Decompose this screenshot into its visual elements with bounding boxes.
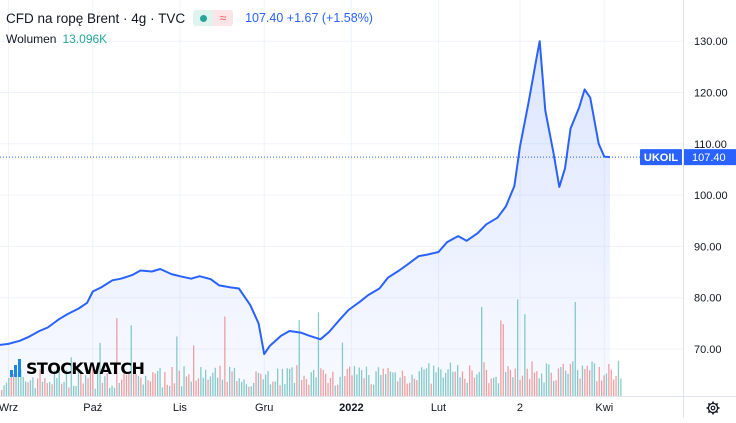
symbol-title[interactable]: CFD na ropę Brent · 4g · TVC: [6, 11, 185, 26]
x-tick-label: Paź: [83, 402, 102, 414]
logo-bars-icon: [10, 359, 24, 377]
wave-icon: ≈: [213, 10, 233, 26]
logo-text: STOCKWATCH: [26, 359, 144, 378]
last-price: 107.40: [245, 11, 283, 25]
chart-header: CFD na ropę Brent · 4g · TVC ≈ 107.40 +1…: [6, 6, 373, 30]
gear-icon[interactable]: [706, 401, 720, 415]
market-status-badge[interactable]: ≈: [193, 10, 233, 26]
last-price-label: 107.40: [692, 152, 726, 164]
volume-bar: [618, 361, 619, 396]
market-open-dot-icon: [193, 10, 213, 26]
price-change: +1.67 (+1.58%): [287, 11, 373, 25]
x-tick-label: 2022: [339, 402, 363, 414]
volume-bar: [613, 380, 614, 396]
x-tick-label: Gru: [255, 402, 273, 414]
x-tick-label: Lis: [173, 402, 188, 414]
volume-bar: [620, 379, 621, 396]
y-tick-label: 130.00: [694, 36, 728, 48]
stockwatch-logo: STOCKWATCH: [10, 357, 144, 379]
y-tick-label: 80.00: [694, 293, 722, 305]
volume-label: Wolumen: [6, 32, 56, 46]
volume-legend[interactable]: Wolumen 13.096K: [6, 32, 107, 46]
series-name-label: UKOIL: [644, 152, 679, 164]
y-tick-label: 120.00: [694, 88, 728, 100]
volume-bar: [615, 376, 616, 396]
x-tick-label: Wrz: [0, 402, 18, 414]
x-tick-label: Kwi: [595, 402, 613, 414]
price-change-readout: 107.40 +1.67 (+1.58%): [245, 11, 373, 25]
x-tick-label: Lut: [431, 402, 446, 414]
y-tick-label: 70.00: [694, 344, 722, 356]
x-tick-label: 2: [517, 402, 523, 414]
volume-value: 13.096K: [62, 32, 107, 46]
y-tick-label: 110.00: [694, 139, 727, 151]
volume-bar: [611, 370, 612, 396]
y-tick-label: 100.00: [694, 190, 728, 202]
y-tick-label: 90.00: [694, 241, 722, 253]
